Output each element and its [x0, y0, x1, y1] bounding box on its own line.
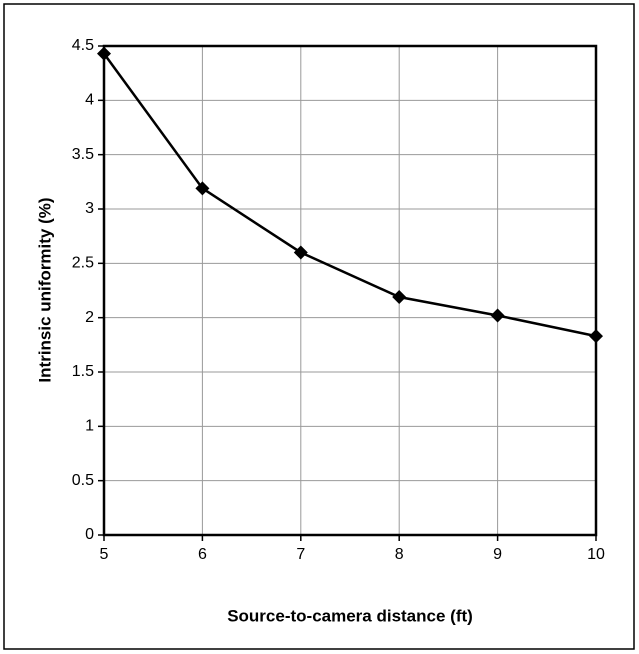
y-tick-label: 3: [85, 200, 94, 217]
y-tick-label: 1.5: [72, 363, 94, 380]
marker: [293, 245, 308, 260]
x-tick-label: 5: [100, 546, 109, 563]
x-axis-label: Source-to-camera distance (ft): [227, 606, 473, 625]
marker: [195, 181, 210, 196]
y-tick-label: 0.5: [72, 472, 94, 489]
frame: [3, 3, 635, 650]
x-tick-label: 7: [296, 546, 305, 563]
y-tick-label: 2.5: [72, 255, 94, 272]
y-tick-label: 1: [85, 418, 94, 435]
marker: [392, 290, 407, 305]
y-tick-label: 3.5: [72, 146, 94, 163]
marker: [490, 308, 505, 323]
y-tick-label: 4: [85, 92, 94, 109]
line: [102, 52, 597, 338]
x-tick-label: 10: [587, 546, 605, 563]
x-tick-label: 6: [198, 546, 207, 563]
y-tick-label: 0: [85, 526, 94, 543]
marker: [589, 329, 603, 344]
plot-area: [102, 44, 598, 537]
y-axis-label: Intrinsic uniformity (%): [35, 197, 54, 382]
x-tick-label: 9: [493, 546, 502, 563]
y-tick-label: 4.5: [72, 37, 94, 54]
marker: [97, 46, 111, 61]
y-tick-label: 2: [85, 309, 94, 326]
x-tick-label: 8: [395, 546, 404, 563]
